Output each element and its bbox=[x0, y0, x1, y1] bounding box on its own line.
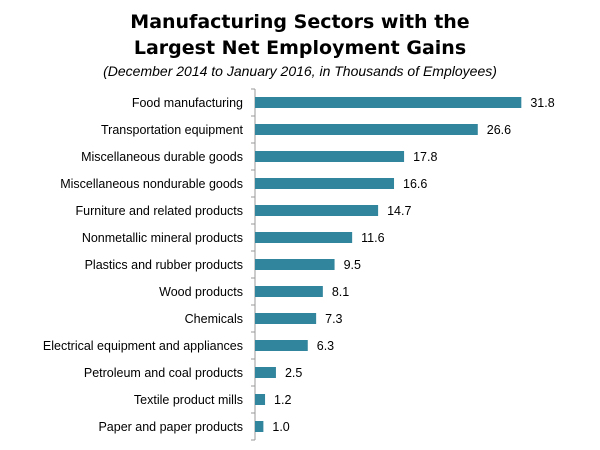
bar bbox=[255, 259, 335, 270]
chart-title-line-2: Largest Net Employment Gains bbox=[133, 37, 467, 59]
value-label: 6.3 bbox=[317, 339, 334, 353]
category-label: Nonmetallic mineral products bbox=[82, 231, 243, 245]
chart-subtitle: (December 2014 to January 2016, in Thous… bbox=[103, 63, 497, 79]
category-label: Transportation equipment bbox=[101, 123, 244, 137]
bar bbox=[255, 313, 317, 324]
chart-title-line-1: Manufacturing Sectors with the bbox=[130, 11, 470, 33]
bar bbox=[255, 394, 266, 405]
category-label: Petroleum and coal products bbox=[84, 366, 243, 380]
value-label: 17.8 bbox=[413, 150, 437, 164]
category-label: Food manufacturing bbox=[132, 96, 243, 110]
bar bbox=[255, 232, 353, 243]
category-label: Miscellaneous nondurable goods bbox=[60, 177, 243, 191]
category-label: Chemicals bbox=[185, 312, 243, 326]
category-label: Miscellaneous durable goods bbox=[81, 150, 243, 164]
bar bbox=[255, 340, 308, 351]
category-label: Textile product mills bbox=[134, 393, 243, 407]
bar bbox=[255, 421, 264, 432]
bar bbox=[255, 97, 522, 108]
bar bbox=[255, 124, 478, 135]
value-label: 1.2 bbox=[274, 393, 291, 407]
category-label: Furniture and related products bbox=[76, 204, 243, 218]
bar bbox=[255, 178, 395, 189]
category-label: Electrical equipment and appliances bbox=[43, 339, 243, 353]
bar bbox=[255, 205, 379, 216]
bar bbox=[255, 151, 405, 162]
bar bbox=[255, 286, 323, 297]
value-label: 8.1 bbox=[332, 285, 349, 299]
value-label: 16.6 bbox=[403, 177, 427, 191]
bar bbox=[255, 367, 276, 378]
value-label: 7.3 bbox=[325, 312, 342, 326]
category-label: Wood products bbox=[159, 285, 243, 299]
value-label: 1.0 bbox=[272, 420, 289, 434]
value-label: 9.5 bbox=[344, 258, 361, 272]
category-label: Paper and paper products bbox=[98, 420, 243, 434]
value-label: 2.5 bbox=[285, 366, 302, 380]
value-label: 31.8 bbox=[530, 96, 554, 110]
value-label: 26.6 bbox=[487, 123, 511, 137]
value-label: 14.7 bbox=[387, 204, 411, 218]
value-label: 11.6 bbox=[361, 231, 384, 245]
category-label: Plastics and rubber products bbox=[85, 258, 243, 272]
